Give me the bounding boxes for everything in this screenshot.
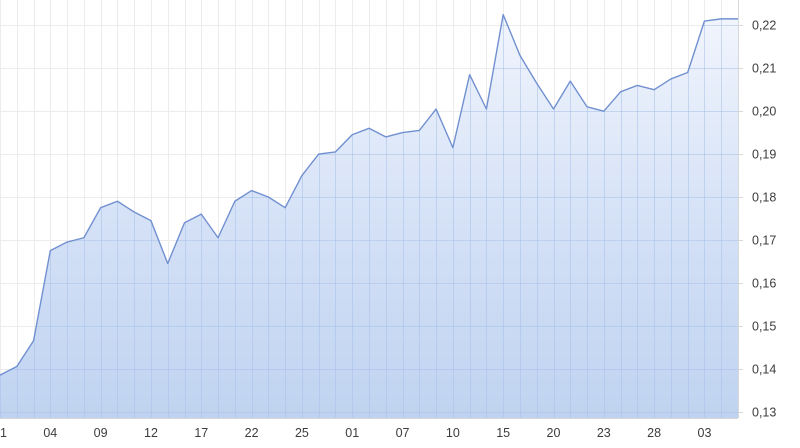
y-tick-label: 0,22 xyxy=(752,18,776,32)
y-tick-label: 0,14 xyxy=(752,362,776,376)
y-tick-label: 0,17 xyxy=(752,233,776,247)
x-axis: 01 04 09 12 17 22 25 01 07 10 15 20 23 28 03 xyxy=(0,426,711,440)
x-tick-label: 03 xyxy=(698,426,712,440)
x-tick-label: 07 xyxy=(396,426,410,440)
y-tick-label: 0,13 xyxy=(752,405,776,419)
y-tick-label: 0,18 xyxy=(752,190,776,204)
y-tick-label: 0,21 xyxy=(752,61,776,75)
y-tick-label: 0,19 xyxy=(752,147,776,161)
y-tick-label: 0,15 xyxy=(752,319,776,333)
x-tick-label: 22 xyxy=(245,426,259,440)
x-tick-label: 12 xyxy=(144,426,158,440)
x-tick-label: 09 xyxy=(94,426,108,440)
x-tick-label: 15 xyxy=(496,426,510,440)
data-line[interactable] xyxy=(0,13,739,376)
x-tick-label: 04 xyxy=(43,426,57,440)
y-tick-label: 0,16 xyxy=(752,276,776,290)
y-axis: 0,22 0,21 0,20 0,19 0,18 0,17 0,16 0,15 0,14 0,13 xyxy=(738,18,776,419)
x-tick-label: 10 xyxy=(446,426,460,440)
x-tick-label: 01 xyxy=(345,426,359,440)
x-tick-label: 25 xyxy=(295,426,309,440)
x-tick-label: 17 xyxy=(194,426,208,440)
x-tick-label: 28 xyxy=(647,426,661,440)
x-tick-label: 01 xyxy=(0,426,7,440)
y-tick-label: 0,20 xyxy=(752,104,776,118)
x-tick-label: 20 xyxy=(547,426,561,440)
x-tick-label: 23 xyxy=(597,426,611,440)
